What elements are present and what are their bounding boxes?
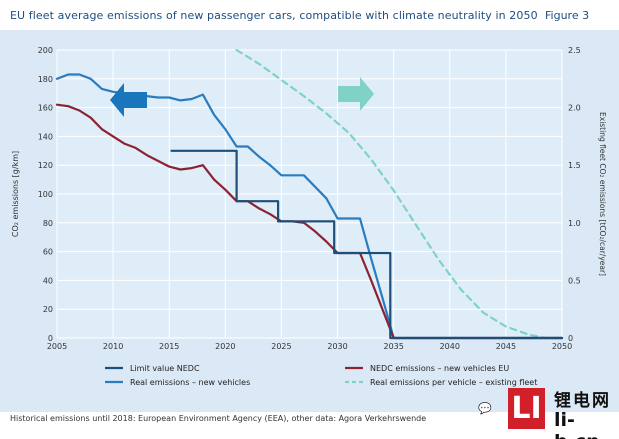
x-tick-label: 2020 bbox=[215, 342, 235, 351]
y-tick-label: 60 bbox=[43, 248, 53, 257]
y2-tick-label: 0.5 bbox=[568, 276, 581, 285]
series-line-real-emissions-new-vehicles bbox=[55, 73, 564, 340]
legend-label: NEDC emissions – new vehicles EU bbox=[370, 364, 509, 373]
legend-label: Real emissions per vehicle – existing fl… bbox=[370, 378, 537, 387]
y-tick-label: 20 bbox=[43, 305, 53, 314]
y-axis-label: CO₂ emissions [g/km] bbox=[11, 151, 20, 237]
y-tick-label: 0 bbox=[48, 334, 53, 343]
y-tick-label: 200 bbox=[38, 46, 53, 55]
y2-tick-label: 2.0 bbox=[568, 104, 581, 113]
legend-label: Real emissions – new vehicles bbox=[130, 378, 250, 387]
legend-label: Limit value NEDC bbox=[130, 364, 200, 373]
chart-title: EU fleet average emissions of new passen… bbox=[10, 9, 538, 22]
y-tick-label: 40 bbox=[43, 276, 53, 285]
y-tick-label: 120 bbox=[38, 161, 53, 170]
annotations bbox=[110, 77, 374, 117]
x-tick-label: 2040 bbox=[440, 342, 460, 351]
source-note: Historical emissions until 2018: Europea… bbox=[10, 414, 427, 423]
series-line-real-emissions-per-vehicle-existing-fleet bbox=[235, 48, 564, 340]
y2-tick-label: 2.5 bbox=[568, 46, 581, 55]
y-tick-label: 80 bbox=[43, 219, 53, 228]
y-tick-label: 180 bbox=[38, 75, 53, 84]
watermark-domain: li-b.cn bbox=[554, 409, 600, 439]
x-tick-label: 2025 bbox=[271, 342, 291, 351]
watermark: 💬 LI 锂电网 li-b.cn bbox=[478, 384, 619, 439]
y-tick-label: 160 bbox=[38, 104, 53, 113]
figure-label: Figure 3 bbox=[545, 9, 590, 22]
x-tick-label: 2015 bbox=[159, 342, 179, 351]
y2-axis-label: Existing fleet CO₂ emissions [tCO₂/car/y… bbox=[598, 112, 607, 276]
x-tick-label: 2030 bbox=[327, 342, 347, 351]
wechat-icon: 💬 bbox=[478, 402, 492, 415]
x-tick-label: 2035 bbox=[383, 342, 403, 351]
series-line-limit-value-nedc bbox=[170, 149, 564, 340]
arrow-right-icon bbox=[338, 77, 374, 111]
arrow-left-icon bbox=[110, 83, 147, 117]
watermark-logo: LI bbox=[508, 388, 545, 429]
x-tick-label: 2050 bbox=[552, 342, 572, 351]
y2-tick-label: 1.5 bbox=[568, 161, 581, 170]
x-tick-label: 2005 bbox=[47, 342, 67, 351]
grid bbox=[56, 49, 563, 339]
legend: Limit value NEDC NEDC emissions – new veh… bbox=[105, 364, 537, 387]
series bbox=[55, 48, 564, 340]
x-tick-label: 2045 bbox=[496, 342, 516, 351]
watermark-cn-text: 锂电网 bbox=[554, 391, 611, 411]
x-tick-label: 2010 bbox=[103, 342, 123, 351]
y2-tick-label: 0 bbox=[568, 334, 573, 343]
y-tick-label: 100 bbox=[38, 190, 53, 199]
y-tick-label: 140 bbox=[38, 132, 53, 141]
y2-tick-label: 1.0 bbox=[568, 219, 581, 228]
